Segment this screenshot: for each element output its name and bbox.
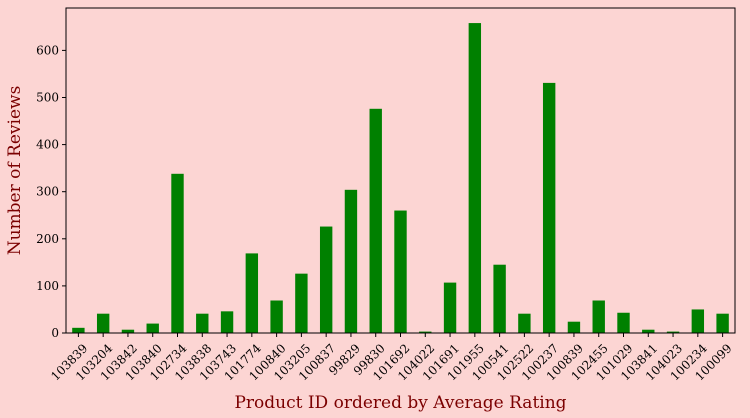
bar-101029 (617, 312, 630, 333)
bar-104023 (666, 331, 680, 333)
bar-103205 (295, 273, 308, 333)
bar-102455 (592, 300, 605, 333)
bar-101691 (443, 282, 457, 333)
y-tick-label: 300 (36, 185, 59, 199)
y-tick-label: 100 (36, 279, 59, 293)
bar-100099 (716, 313, 729, 333)
bar-100234 (691, 309, 705, 333)
bar-100839 (567, 321, 581, 333)
y-tick-label: 600 (36, 43, 59, 57)
bar-100840 (270, 300, 283, 333)
bar-100237 (542, 82, 556, 334)
bar-103743 (220, 311, 234, 333)
bar-103838 (196, 313, 209, 333)
bar-103842 (121, 329, 135, 333)
bar-102522 (518, 313, 531, 333)
bar-103839 (72, 327, 85, 333)
bar-100837 (319, 226, 333, 333)
bar-103840 (146, 323, 159, 333)
y-axis-title: Number of Reviews (5, 86, 25, 256)
bar-101692 (394, 210, 407, 333)
bar-104022 (419, 331, 432, 333)
y-tick-label: 400 (36, 138, 59, 152)
bar-99830 (369, 108, 382, 333)
bar-101955 (468, 23, 482, 334)
bar-101774 (245, 253, 259, 333)
plot-frame (65, 7, 736, 334)
y-axis-ticks: 0 100 200 300 400 500 600 (36, 43, 66, 340)
x-axis-title: Product ID ordered by Average Rating (234, 393, 566, 413)
bar-103841 (642, 329, 655, 333)
bar-99829 (344, 189, 358, 333)
y-tick-label: 500 (36, 90, 59, 104)
bars-group (72, 23, 729, 334)
bar-100541 (493, 264, 506, 333)
y-tick-label: 0 (51, 326, 59, 340)
bar-103204 (96, 313, 110, 333)
y-tick-label: 200 (36, 232, 59, 246)
bar-102734 (171, 173, 184, 333)
